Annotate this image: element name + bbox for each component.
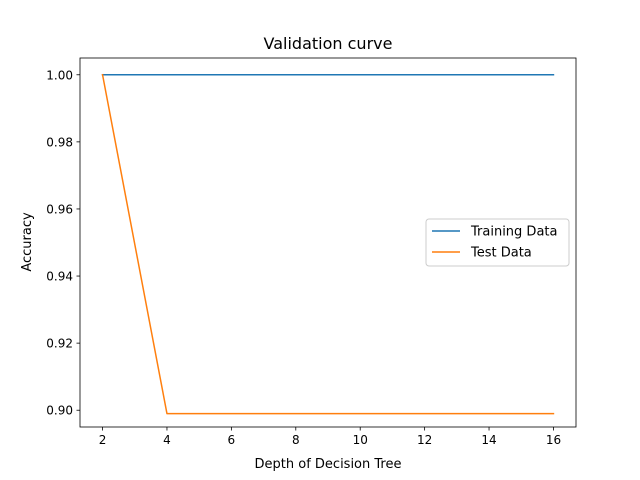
y-tick-label: 0.96 xyxy=(46,202,73,216)
x-tick-label: 6 xyxy=(228,433,236,447)
chart-title: Validation curve xyxy=(264,34,393,53)
legend-label-0: Training Data xyxy=(470,225,557,240)
y-tick-label: 1.00 xyxy=(46,68,73,82)
plot-lines xyxy=(101,73,555,415)
x-tick-label: 12 xyxy=(417,433,432,447)
x-tick-label: 2 xyxy=(99,433,107,447)
x-tick-label: 14 xyxy=(481,433,496,447)
plot-area-frame xyxy=(79,57,577,428)
y-tick-label: 0.94 xyxy=(46,270,73,284)
x-tick-label: 4 xyxy=(163,433,171,447)
x-tick-label: 16 xyxy=(546,433,561,447)
y-tick-label: 0.92 xyxy=(46,337,73,351)
x-axis-label: Depth of Decision Tree xyxy=(255,457,402,472)
x-tick-label: 8 xyxy=(292,433,300,447)
legend-label-1: Test Data xyxy=(470,246,532,261)
legend-box xyxy=(425,218,570,267)
legend: Training Data Test Data xyxy=(425,218,570,267)
y-axis-label: Accuracy xyxy=(20,212,35,272)
y-tick-label: 0.98 xyxy=(46,135,73,149)
series-line-1 xyxy=(101,73,555,415)
x-axis-ticks: 2 4 6 8 10 12 14 16 xyxy=(99,427,561,447)
y-axis-ticks: 0.90 0.92 0.94 0.96 0.98 1.00 xyxy=(46,68,80,418)
y-tick-label: 0.90 xyxy=(46,404,73,418)
x-tick-label: 10 xyxy=(353,433,368,447)
